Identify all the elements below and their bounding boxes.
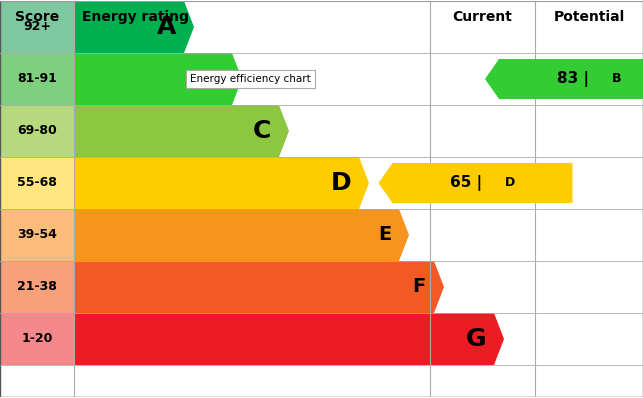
Text: B: B [209,70,224,88]
Bar [0,313,74,365]
Bar [0,105,74,157]
Bar [0,1,74,53]
Text: Current: Current [453,10,512,24]
Polygon shape [74,157,369,209]
Bar [0,53,74,105]
Text: G: G [466,327,486,351]
Polygon shape [74,209,409,261]
Text: 65 |: 65 | [450,175,483,191]
Polygon shape [485,59,643,99]
Polygon shape [74,313,504,365]
Text: 21-38: 21-38 [17,281,57,293]
Text: 69-80: 69-80 [17,125,57,137]
Text: Potential: Potential [554,10,624,24]
Text: 39-54: 39-54 [17,228,57,242]
Text: 92+: 92+ [23,21,51,33]
Polygon shape [74,1,194,53]
Text: Energy rating: Energy rating [82,10,189,24]
Bar [0,261,74,313]
Text: 55-68: 55-68 [17,176,57,189]
Bar [0,209,74,261]
Text: D: D [331,171,351,195]
Text: Energy efficiency chart: Energy efficiency chart [190,74,311,84]
Polygon shape [74,53,242,105]
Text: Score: Score [15,10,59,24]
Text: A: A [157,15,176,39]
Polygon shape [74,105,289,157]
Text: D: D [505,176,516,189]
Polygon shape [379,163,572,203]
Text: F: F [413,277,426,297]
Text: 81-91: 81-91 [17,72,57,86]
Bar [0,157,74,209]
Polygon shape [74,261,444,313]
Text: 1-20: 1-20 [21,332,53,345]
Text: C: C [253,119,271,143]
Text: B: B [612,72,622,86]
Text: E: E [377,226,391,244]
Text: 83 |: 83 | [557,71,589,87]
